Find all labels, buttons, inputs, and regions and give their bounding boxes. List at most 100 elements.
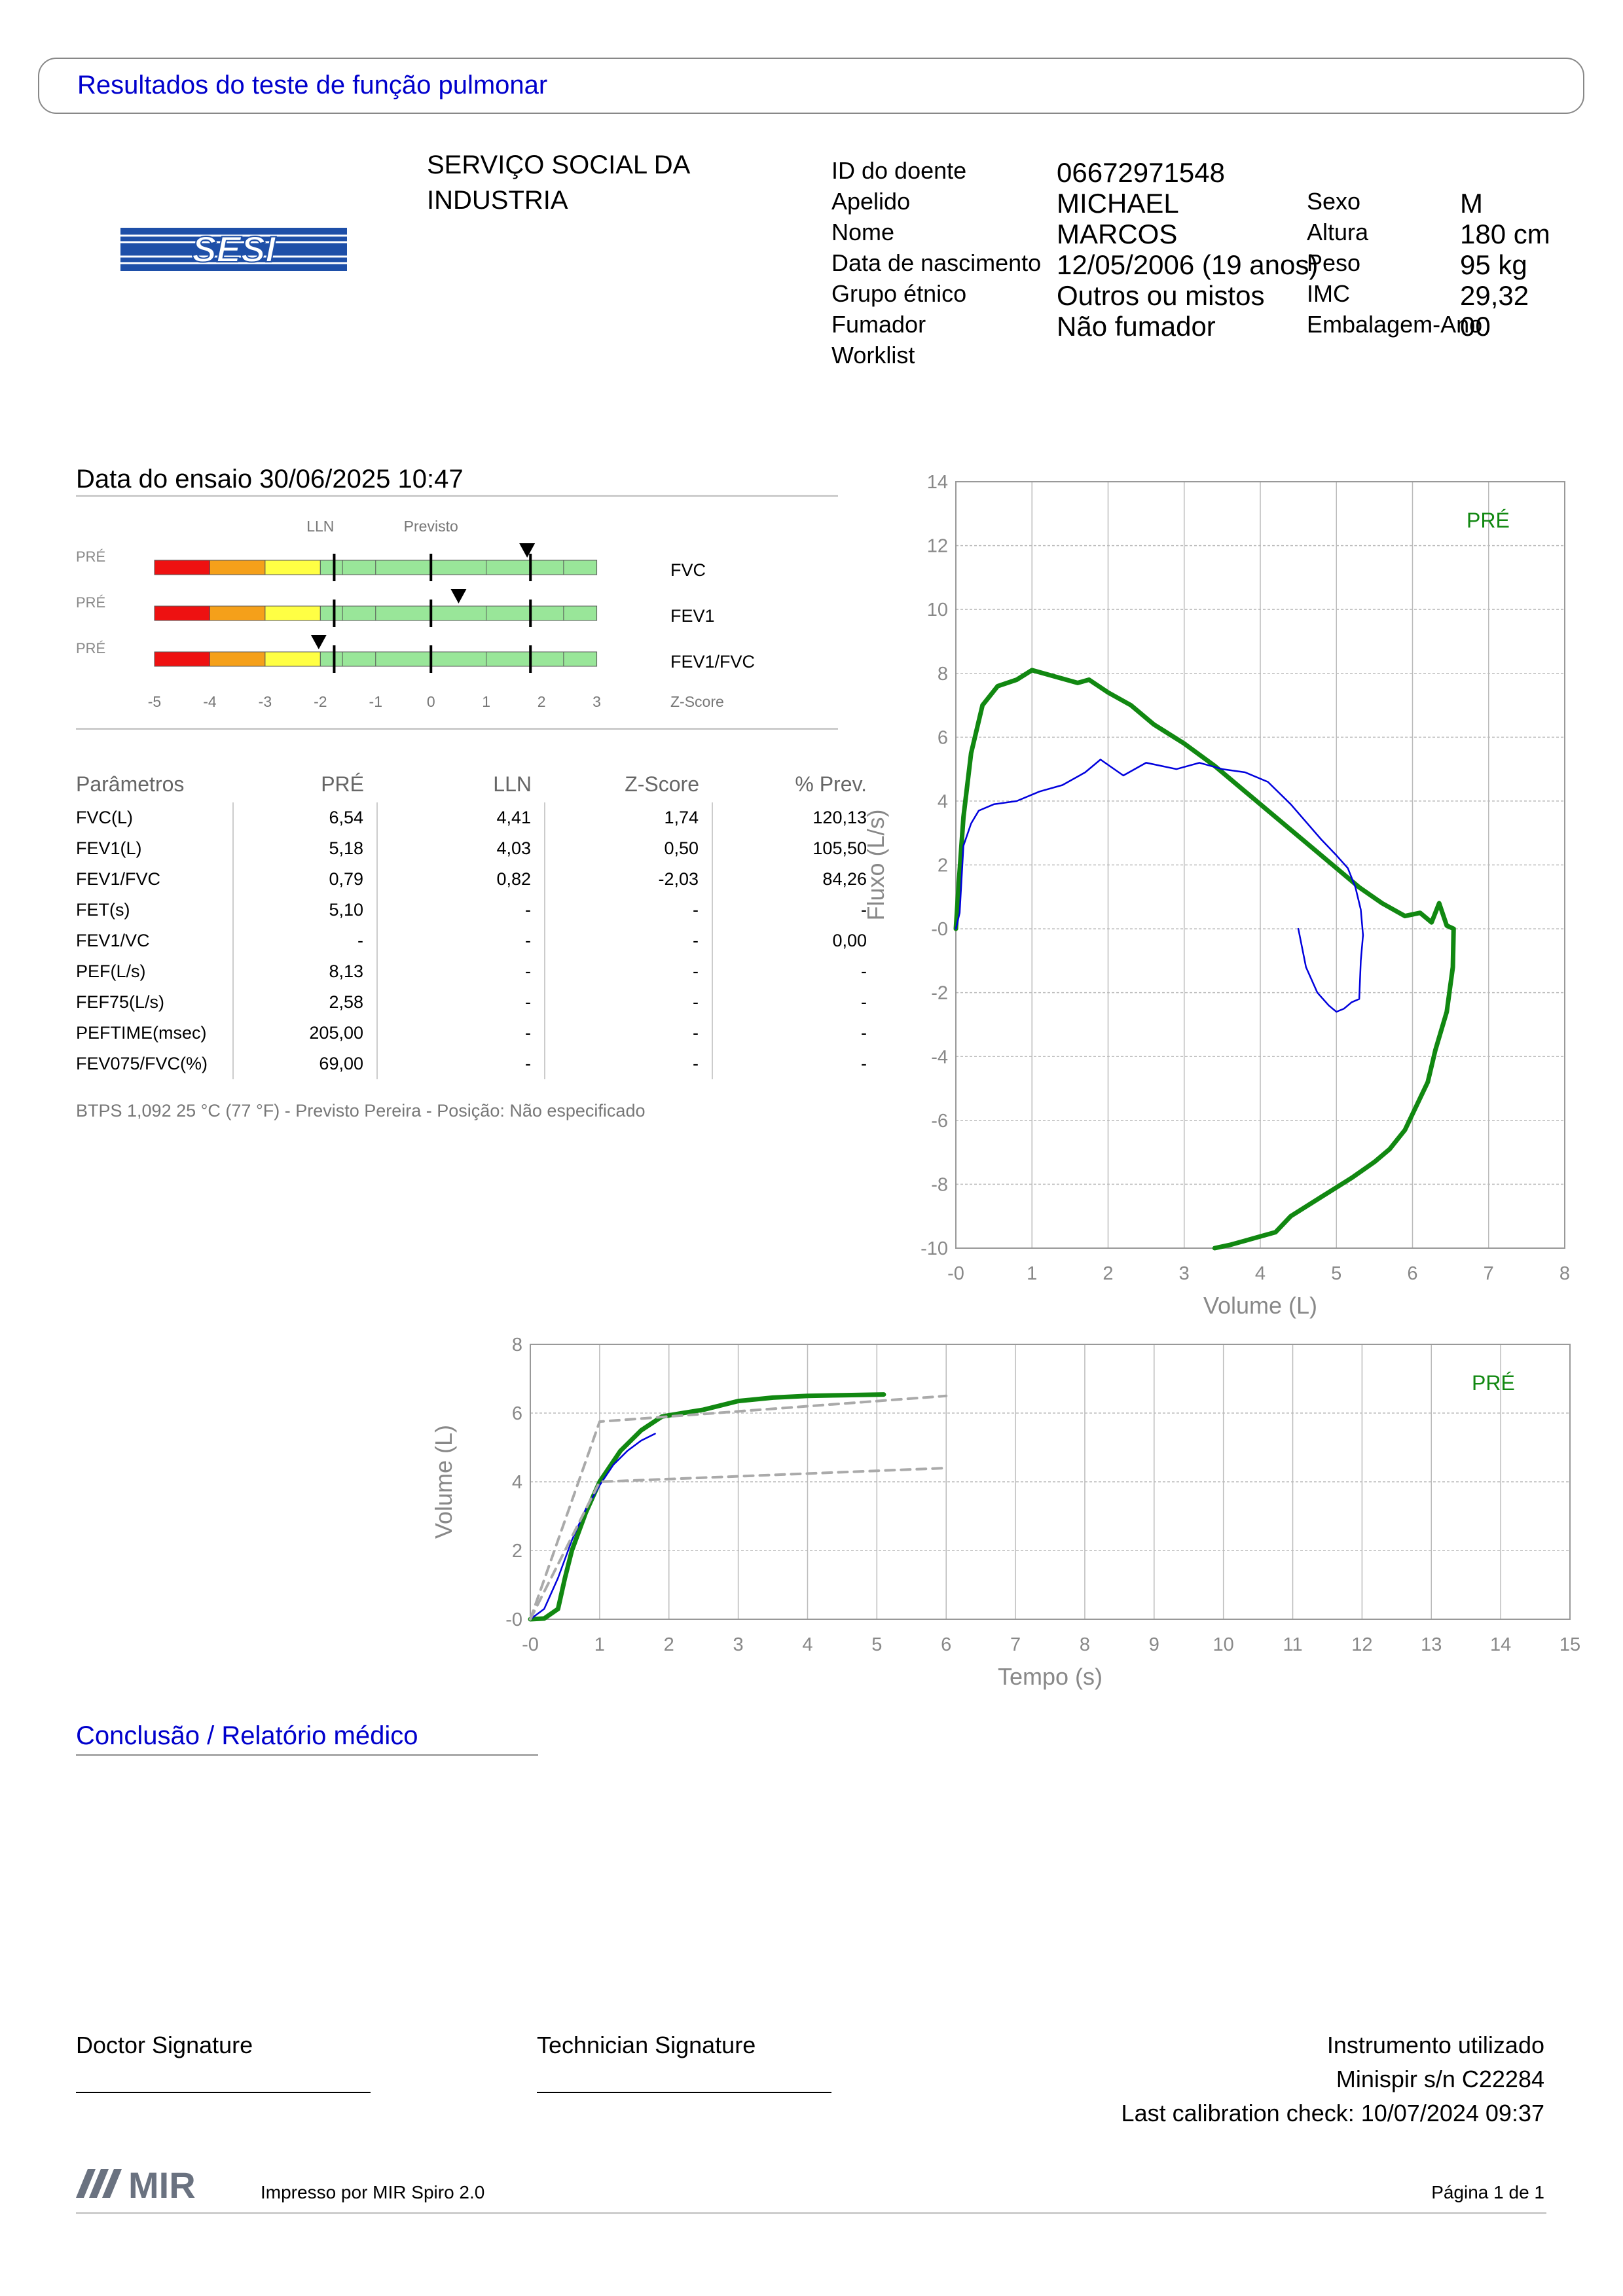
zscore-tick-label: -2 (314, 693, 327, 710)
table-row: FEV1(L) 5,18 4,03 0,50 105,50 (76, 833, 880, 864)
surname-value: MICHAEL (1057, 188, 1179, 219)
y-tick-label: -6 (931, 1111, 948, 1132)
x-tick-label: 5 (871, 1634, 882, 1655)
flow-volume-chart: -0 1 2 3 4 5 6 7 8 -10 -8 -6 -4 -2 -0 2 4 6 8 10 12 14 Volume … (858, 471, 1584, 1322)
table-cell: FVC(L) (76, 808, 133, 827)
table-cell: - (712, 1049, 880, 1079)
y-tick-label: 12 (927, 536, 948, 557)
table-row: PEFTIME(msec) 205,00- - - (76, 1018, 880, 1049)
table-cell: FEV1(L) (76, 838, 142, 858)
doctor-signature-label: Doctor Signature (76, 2032, 253, 2058)
doctor-signature-line (76, 2092, 371, 2093)
footer-divider (76, 2212, 1546, 2214)
plot-frame (955, 481, 1565, 1249)
x-tick-label: 6 (1407, 1263, 1417, 1284)
x-tick-label: 15 (1559, 1634, 1580, 1655)
y-tick-label: 2 (512, 1541, 522, 1562)
table-cell: 0,00 (712, 925, 880, 956)
table-cell: FEV1/VC (76, 931, 150, 950)
volume-time-chart: -0 1 2 3 4 5 6 7 8 9 10 11 12 13 14 15 -0 2 4 6 8 Tempo (s) Vo… (419, 1335, 1591, 1708)
height-value: 180 cm (1460, 219, 1550, 249)
row-prefix-label: PRÉ (76, 594, 105, 611)
row-name-label: FEV1 (670, 606, 715, 626)
x-tick-label: 2 (1103, 1263, 1113, 1284)
y-tick-label: 6 (512, 1403, 522, 1424)
x-tick-label: 8 (1559, 1263, 1570, 1284)
weight-value: 95 kg (1460, 249, 1527, 280)
page-number: Página 1 de 1 (1431, 2182, 1544, 2202)
zscore-tick-label: -5 (148, 693, 161, 710)
x-tick-label: 6 (941, 1634, 951, 1655)
y-tick-label: 8 (512, 1335, 522, 1355)
table-cell: FEF75(L/s) (76, 992, 165, 1012)
predicted-label: Previsto (404, 518, 458, 535)
y-tick-label: 4 (512, 1472, 522, 1493)
x-tick-label: 3 (733, 1634, 744, 1655)
table-cell: - (544, 1049, 712, 1079)
x-tick-label: 5 (1331, 1263, 1341, 1284)
params-table: Parâmetros PRÉ LLN Z-Score % Prev. FVC(L) 6,5… (76, 766, 880, 1079)
bmi-value: 29,32 (1460, 280, 1529, 311)
y-axis-label: Fluxo (L/s) (862, 809, 889, 920)
printed-by: Impresso por MIR Spiro 2.0 (261, 2182, 485, 2202)
table-cell: PEF(L/s) (76, 961, 146, 981)
zscore-tick-label: 0 (427, 693, 435, 710)
y-tick-label: -0 (931, 919, 948, 940)
table-cell: 6,54 (232, 802, 377, 833)
name-label: Nome (831, 219, 895, 245)
table-cell: 4,41 (376, 802, 545, 833)
table-cell: 205,00 (232, 1018, 377, 1049)
table-cell: -2,03 (544, 864, 712, 895)
series-line (529, 1467, 948, 1621)
zscore-band (154, 560, 210, 575)
table-cell: - (712, 895, 880, 925)
table-row: PEF(L/s) 8,13- - - (76, 956, 880, 987)
row-name-label: FEV1/FVC (670, 652, 755, 672)
table-header-cell: PRÉ (321, 772, 364, 796)
zscore-tick-label: -4 (203, 693, 217, 710)
x-tick-label: 14 (1490, 1634, 1511, 1655)
patient-id-label: ID do doente (831, 157, 967, 184)
table-cell: 84,26 (712, 864, 880, 895)
page-title: Resultados do teste de função pulmonar (77, 71, 548, 99)
y-axis-label: Volume (L) (430, 1425, 457, 1539)
series-line (528, 1392, 886, 1622)
series-line (953, 668, 1456, 1251)
series-line (529, 1433, 656, 1621)
sex-value: M (1460, 188, 1483, 219)
zscore-tick-label: -3 (259, 693, 272, 710)
table-header-cell: LLN (493, 772, 532, 796)
smoker-value: Não fumador (1057, 311, 1216, 342)
table-cell: - (376, 956, 545, 987)
table-cell: - (376, 1018, 545, 1049)
table-cell: PEFTIME(msec) (76, 1023, 207, 1043)
divider (76, 728, 838, 730)
table-cell: 69,00 (232, 1049, 377, 1079)
zscore-pointer (310, 635, 327, 649)
header-box: Resultados do teste de função pulmonar (38, 58, 1584, 114)
ethnic-value: Outros ou mistos (1057, 280, 1265, 311)
zscore-tick-label: 1 (482, 693, 490, 710)
x-tick-label: 11 (1283, 1634, 1302, 1655)
table-cell: - (544, 987, 712, 1018)
x-tick-label: 3 (1179, 1263, 1190, 1284)
row-name-label: FVC (670, 560, 706, 580)
zscore-panel: LLN Previsto PRÉ FVC PRÉ FEV1 PRÉ FEV1/FVC -5 -4 -… (76, 511, 838, 720)
x-axis-label: Volume (L) (1203, 1292, 1317, 1319)
y-tick-label: 6 (938, 727, 948, 748)
height-label: Altura (1307, 219, 1369, 245)
table-cell: 0,50 (544, 833, 712, 864)
table-cell: - (544, 925, 712, 956)
table-footnote: BTPS 1,092 25 °C (77 °F) - Previsto Pere… (76, 1101, 646, 1121)
y-tick-label: -4 (931, 1047, 948, 1067)
zscore-band (154, 605, 210, 621)
zscore-pointer (519, 543, 536, 558)
row-prefix-label: PRÉ (76, 640, 105, 656)
x-tick-label: 1 (594, 1634, 605, 1655)
x-tick-label: 2 (664, 1634, 674, 1655)
smoker-label: Fumador (831, 311, 926, 338)
zscore-axis-label: Z-Score (670, 693, 724, 710)
table-header-cell: Z-Score (625, 772, 699, 796)
table-cell: - (544, 1018, 712, 1049)
table-cell: 5,18 (232, 833, 377, 864)
